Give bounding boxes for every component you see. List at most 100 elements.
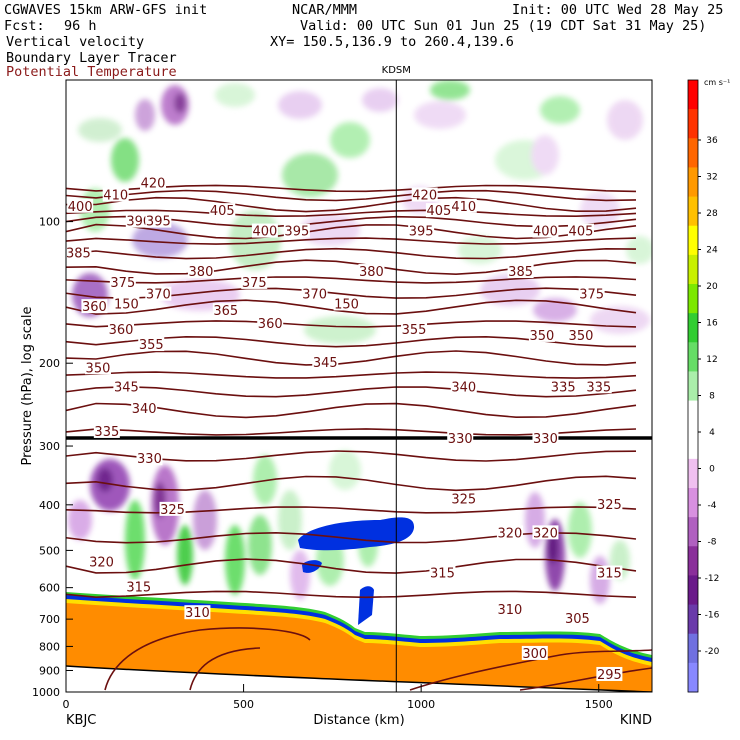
y-tick-label: 300 — [39, 440, 60, 453]
theta-label-bg — [333, 296, 360, 311]
colorbar-tick-label: -16 — [705, 611, 720, 621]
y-tick-label: 100 — [39, 216, 60, 229]
theta-label: 325 — [160, 503, 185, 518]
theta-label: 365 — [213, 304, 238, 319]
theta-label: 370 — [302, 288, 327, 303]
colorbar-tick-label: -12 — [705, 574, 720, 584]
theta-contour — [66, 475, 637, 492]
theta-contour — [409, 649, 652, 691]
theta-contour — [66, 590, 637, 599]
theta-label: 420 — [412, 188, 437, 203]
theta-label: 395 — [146, 215, 171, 230]
terrain — [66, 603, 652, 692]
theta-label: 320 — [533, 526, 558, 541]
theta-label-bg — [84, 360, 111, 375]
theta-label: 335 — [94, 425, 119, 440]
theta-label-bg — [596, 666, 623, 681]
theta-labels: 4204104003853903953753703603553503453403… — [66, 175, 623, 683]
theta-label-bg — [450, 198, 477, 213]
colorbar-tick-label: 8 — [709, 392, 715, 402]
theta-label-bg — [528, 327, 555, 342]
theta-contour — [66, 299, 637, 315]
theta-label: 360 — [109, 323, 134, 338]
theta-label-bg — [140, 175, 167, 190]
colorbar-swatch — [688, 575, 698, 606]
right-station-label: KIND — [620, 713, 652, 728]
theta-label: 320 — [89, 555, 114, 570]
theta-label: 420 — [141, 177, 166, 192]
theta-label: 300 — [522, 647, 547, 662]
model-title: CGWAVES 15km ARW-GFS init — [4, 2, 208, 18]
theta-contour — [66, 196, 637, 213]
tracer-blob — [358, 586, 374, 625]
y-tick-label: 500 — [39, 544, 60, 557]
colorbar-swatch — [688, 517, 698, 547]
y-tick-label: 800 — [39, 640, 60, 653]
theta-label-bg — [567, 327, 594, 342]
theta-label-bg — [212, 303, 239, 318]
theta-label-bg — [145, 213, 172, 228]
theta-label-bg — [596, 496, 623, 511]
theta-label: 375 — [110, 276, 135, 291]
colorbar-swatch — [688, 254, 698, 285]
theta-label-bg — [585, 379, 612, 394]
theta-label: 325 — [451, 493, 476, 508]
theta-contour — [66, 247, 637, 260]
colorbar-tick-label: 12 — [706, 355, 717, 365]
theta-label: 405 — [426, 204, 451, 219]
theta-label-bg — [81, 299, 108, 314]
theta-label-bg — [532, 525, 559, 540]
theta-contour — [66, 320, 637, 328]
field-boundary-layer-tracer: Boundary Layer Tracer — [6, 50, 177, 66]
theta-label-bg — [138, 337, 165, 352]
theta-label-bg — [113, 379, 140, 394]
x-tick-label: 500 — [233, 698, 254, 711]
org-label: NCAR/MMM — [292, 2, 358, 18]
colorbar-swatch — [688, 225, 698, 256]
theta-label-bg — [145, 286, 172, 301]
colorbar-swatch — [688, 196, 698, 227]
theta-contour — [66, 189, 637, 202]
theta-label: 310 — [185, 606, 210, 621]
theta-contour — [189, 647, 261, 691]
y-tick-label: 200 — [39, 357, 60, 370]
theta-label-bg — [108, 322, 135, 337]
theta-label-bg — [257, 315, 284, 330]
colorbar-swatch — [688, 662, 698, 693]
theta-label: 375 — [579, 288, 604, 303]
theta-contour — [66, 371, 637, 379]
theta-label-bg — [102, 187, 129, 202]
theta-label-bg — [187, 264, 214, 279]
theta-label: 150 — [114, 297, 139, 312]
theta-label-bg — [136, 451, 163, 466]
init-time: Init: 00 UTC Wed 28 May 25 — [512, 2, 724, 18]
theta-label-bg — [109, 274, 136, 289]
theta-label: 305 — [565, 612, 590, 627]
y-tick-label: 900 — [39, 664, 60, 677]
theta-label-bg — [447, 431, 474, 446]
theta-label: 340 — [451, 380, 476, 395]
theta-label-bg — [67, 198, 94, 213]
forecast-hour: 96 h — [64, 18, 97, 34]
velocity-field: 4204104003853903953753703603553503453403… — [66, 80, 652, 692]
theta-contour — [66, 237, 637, 245]
theta-label-bg — [411, 187, 438, 202]
colorbar-swatch — [688, 458, 698, 489]
theta-label: 330 — [533, 432, 558, 447]
theta-label: 390 — [126, 215, 151, 230]
colorbar-tick-label: 4 — [709, 428, 715, 438]
theta-label: 380 — [189, 265, 214, 280]
theta-label-bg — [521, 645, 548, 660]
theta-label: 385 — [508, 265, 533, 280]
theta-label-bg — [301, 286, 328, 301]
theta-label-bg — [496, 525, 523, 540]
y-tick-label: 400 — [39, 499, 60, 512]
theta-label: 315 — [430, 567, 455, 582]
theta-label: 405 — [210, 204, 235, 219]
theta-label-bg — [450, 379, 477, 394]
field-vertical-velocity: Vertical velocity — [6, 34, 145, 50]
x-tick-label: 0 — [63, 698, 70, 711]
theta-label: 345 — [114, 380, 139, 395]
theta-label-bg — [209, 203, 236, 218]
